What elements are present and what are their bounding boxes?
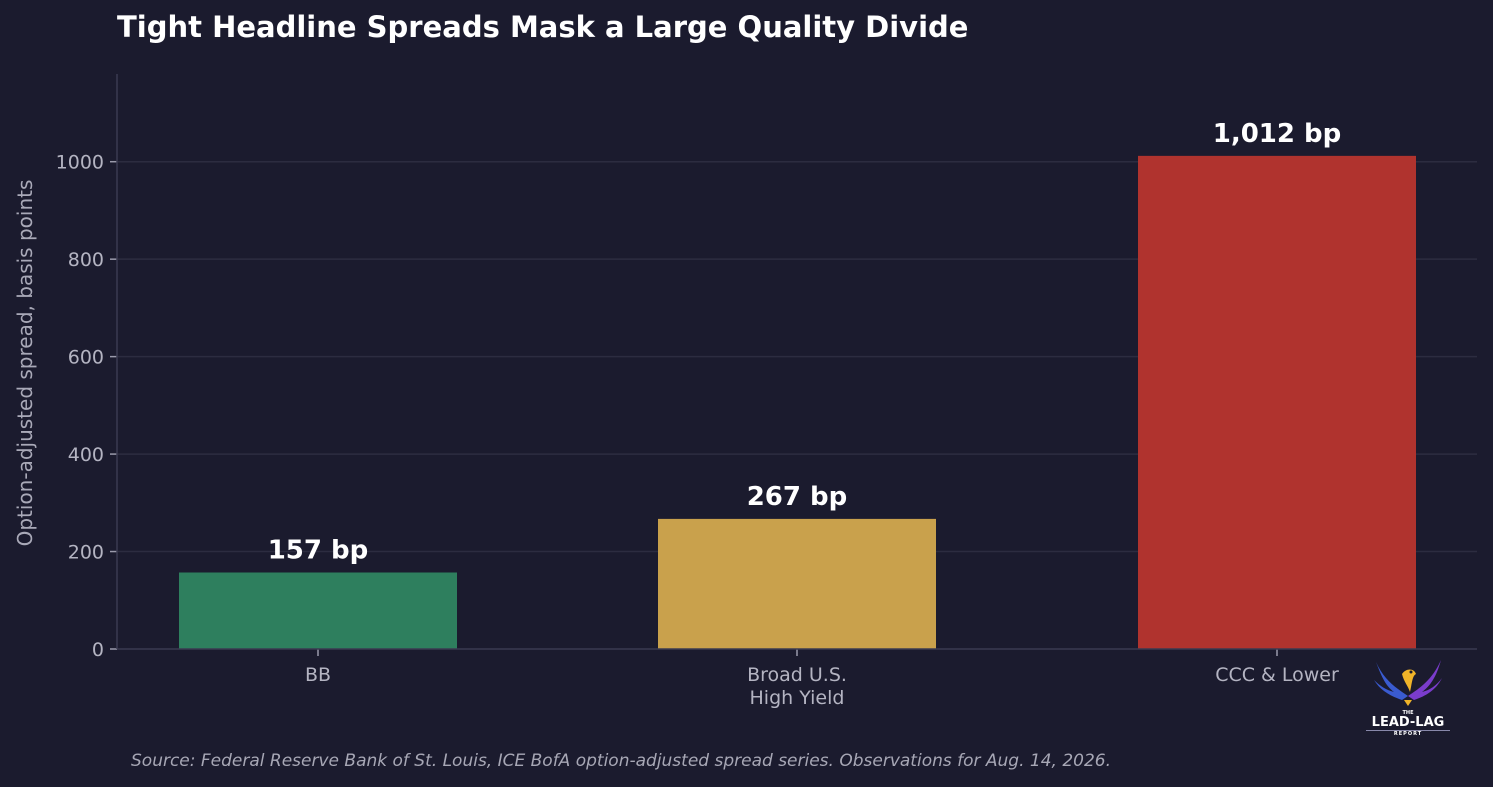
x-tick-label: Broad U.S. bbox=[747, 664, 847, 686]
eagle-icon bbox=[1374, 660, 1442, 706]
data-label: 267 bp bbox=[747, 482, 848, 512]
x-tick-label: High Yield bbox=[750, 687, 845, 709]
logo-text: THE LEAD-LAG REPORT bbox=[1366, 710, 1450, 737]
bar bbox=[179, 572, 457, 649]
bar bbox=[1138, 155, 1416, 649]
y-tick-label: 0 bbox=[92, 639, 104, 661]
logo: THE LEAD-LAG REPORT bbox=[1366, 656, 1450, 737]
axes bbox=[110, 74, 1477, 656]
bar bbox=[658, 518, 936, 649]
y-tick-label: 800 bbox=[68, 249, 104, 271]
y-tick-label: 200 bbox=[68, 542, 104, 564]
logo-text-main: LEAD-LAG bbox=[1371, 715, 1445, 730]
data-label: 157 bp bbox=[268, 535, 369, 565]
y-tick-label: 1000 bbox=[56, 152, 104, 174]
y-axis-label: Option-adjusted spread, basis points bbox=[13, 180, 37, 547]
x-tick-label: CCC & Lower bbox=[1215, 664, 1339, 686]
logo-text-bottom: REPORT bbox=[1366, 730, 1450, 737]
chart-title: Tight Headline Spreads Mask a Large Qual… bbox=[117, 10, 969, 44]
source-note: Source: Federal Reserve Bank of St. Loui… bbox=[131, 751, 1112, 771]
bars bbox=[179, 155, 1416, 649]
logo-text-top: THE bbox=[1402, 710, 1414, 716]
data-label: 1,012 bp bbox=[1213, 119, 1342, 149]
x-tick-label: BB bbox=[305, 664, 331, 686]
y-tick-label: 400 bbox=[68, 444, 104, 466]
labels: 0 200 400 600 800 1000 157 bp BB 267 bp Broad U.S… bbox=[56, 119, 1342, 709]
y-tick-label: 600 bbox=[68, 347, 104, 369]
